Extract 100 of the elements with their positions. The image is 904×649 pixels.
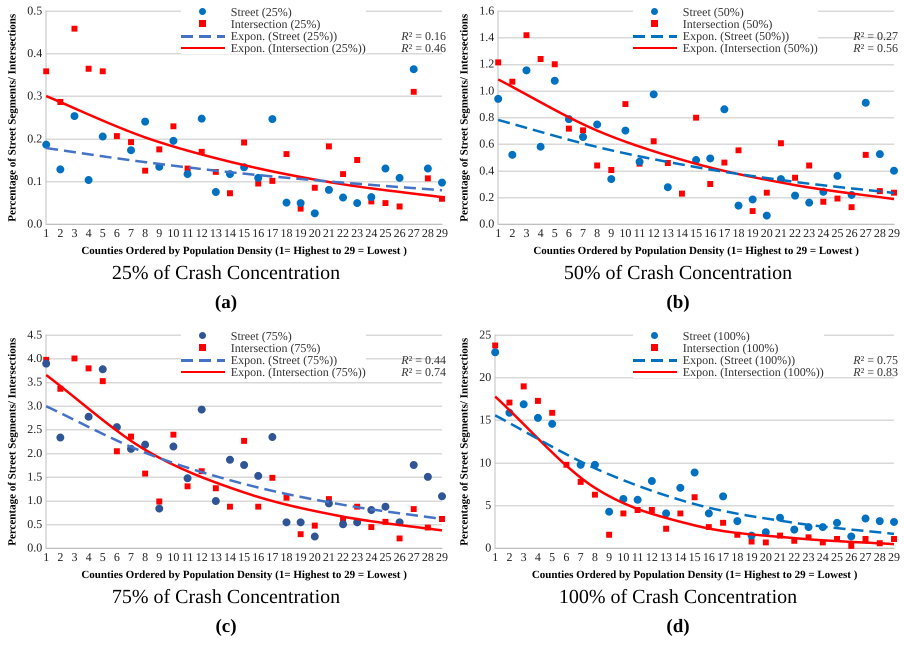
x-tick-label: 25 — [831, 550, 844, 564]
x-tick-label: 23 — [351, 550, 364, 564]
x-axis-title: Counties Ordered by Population Density (1= Highest to 29 = Lowest ) — [533, 245, 860, 258]
x-tick-label: 7 — [580, 226, 586, 240]
x-tick-label: 15 — [238, 226, 250, 240]
x-tick-label: 16 — [252, 226, 264, 240]
annotation: R² = 0.46 — [401, 41, 446, 55]
x-tick-label: 19 — [746, 226, 759, 240]
y-tick-label: 4.0 — [27, 351, 42, 366]
y-tick-label: 0.6 — [479, 136, 494, 151]
text: (c) — [214, 616, 238, 638]
annotation: R² = 0.16 — [401, 29, 446, 43]
x-tick-label: 14 — [676, 226, 688, 240]
legend-label: Expon. (Street (50%)) — [682, 29, 790, 43]
y-tick-label: 4.5 — [27, 327, 42, 342]
y-tick-label: 1.4 — [479, 30, 494, 44]
x-tick-label: 4 — [86, 226, 92, 240]
x-tick-label: 4 — [534, 550, 541, 564]
x-tick-label: 25 — [379, 226, 392, 240]
x-tick-label: 24 — [816, 550, 829, 564]
text: 75% of Crash Concentration — [110, 586, 342, 609]
x-tick-label: 7 — [128, 550, 134, 564]
y-tick-label: 20 — [479, 370, 492, 384]
x-tick-label: 5 — [549, 550, 556, 564]
y-tick-label: 1.2 — [479, 56, 494, 71]
legend-label: Intersection (75%) — [230, 341, 320, 355]
x-tick-label: 17 — [718, 226, 730, 240]
x-tick-label: 7 — [128, 226, 134, 240]
x-tick-label: 22 — [337, 550, 350, 564]
x-tick-label: 26 — [845, 550, 858, 564]
y-axis-title: Percentage of Street Segments/ Intersections — [6, 13, 18, 222]
y-axis-title: Percentage of Street Segments/ Intersections — [458, 13, 470, 222]
annotation: R² = 0.56 — [853, 41, 898, 55]
x-tick-label: 14 — [674, 550, 686, 564]
x-tick-label: 15 — [690, 226, 702, 240]
x-tick-label: 24 — [365, 226, 378, 240]
legend-label: Intersection (25%) — [230, 17, 320, 31]
x-tick-label: 1 — [43, 550, 50, 564]
x-tick-label: 11 — [182, 550, 194, 564]
x-tick-label: 13 — [210, 550, 222, 564]
x-tick-label: 18 — [280, 226, 293, 240]
y-tick-label: 0.3 — [27, 88, 42, 103]
legend-label: Intersection (50%) — [682, 17, 772, 31]
x-tick-label: 2 — [57, 550, 64, 564]
x-tick-label: 28 — [874, 226, 886, 240]
x-tick-label: 13 — [210, 226, 222, 240]
x-tick-label: 20 — [760, 550, 772, 564]
x-tick-label: 1 — [492, 550, 498, 564]
x-tick-label: 23 — [802, 550, 815, 564]
x-tick-label: 10 — [167, 550, 180, 564]
x-tick-label: 6 — [563, 550, 570, 564]
x-tick-label: 20 — [308, 550, 321, 564]
x-tick-label: 26 — [394, 550, 406, 564]
text: 50% of Crash Concentration — [562, 262, 794, 285]
x-tick-label: 21 — [774, 550, 786, 564]
x-tick-label: 26 — [846, 226, 858, 240]
x-tick-label: 10 — [617, 550, 630, 564]
x-tick-label: 22 — [337, 226, 350, 240]
x-tick-label: 17 — [266, 226, 278, 240]
y-tick-label: 5 — [485, 498, 492, 512]
legend-label: Expon. (Intersection (100%)) — [682, 365, 824, 379]
text: (b) — [665, 292, 691, 314]
y-tick-label: 0.0 — [27, 216, 42, 231]
x-tick-label: 11 — [634, 226, 646, 240]
x-tick-label: 20 — [308, 226, 321, 240]
legend-label: Expon. (Street (100%)) — [682, 353, 796, 367]
x-tick-label: 9 — [608, 226, 614, 240]
annotation: R² = 0.74 — [401, 365, 446, 379]
x-tick-label: 14 — [224, 226, 236, 240]
x-tick-label: 8 — [142, 226, 148, 240]
x-tick-label: 11 — [632, 550, 644, 564]
y-tick-label: 0.5 — [27, 516, 42, 531]
x-tick-label: 12 — [196, 226, 208, 240]
x-tick-label: 17 — [717, 550, 730, 564]
y-tick-label: 0.2 — [27, 131, 42, 146]
x-tick-label: 3 — [520, 550, 527, 564]
annotation: R² = 0.75 — [853, 353, 898, 367]
x-tick-label: 13 — [660, 550, 672, 564]
x-tick-label: 23 — [803, 226, 816, 240]
x-tick-label: 18 — [731, 550, 744, 564]
x-tick-label: 9 — [156, 226, 162, 240]
x-tick-label: 14 — [224, 550, 236, 564]
x-tick-label: 3 — [523, 226, 530, 240]
legend-label: Street (100%) — [682, 329, 750, 343]
x-tick-label: 6 — [114, 226, 120, 240]
x-tick-label: 2 — [509, 226, 516, 240]
x-tick-label: 6 — [114, 550, 120, 564]
legend-label: Street (75%) — [230, 329, 292, 343]
x-tick-label: 11 — [182, 226, 194, 240]
text: 100% of Crash Concentration — [558, 586, 798, 609]
annotation: R² = 0.27 — [853, 29, 898, 43]
x-tick-label: 15 — [238, 550, 250, 564]
x-tick-label: 27 — [860, 550, 872, 564]
y-tick-label: 0.1 — [27, 174, 42, 188]
x-axis-title: Counties Ordered by Population Density (1= Highest to 29 = Lowest ) — [81, 569, 408, 582]
x-tick-label: 12 — [196, 550, 208, 564]
x-tick-label: 5 — [100, 226, 106, 240]
annotation: R² = 0.83 — [853, 365, 898, 379]
x-tick-label: 5 — [552, 226, 558, 240]
x-tick-label: 20 — [760, 226, 773, 240]
